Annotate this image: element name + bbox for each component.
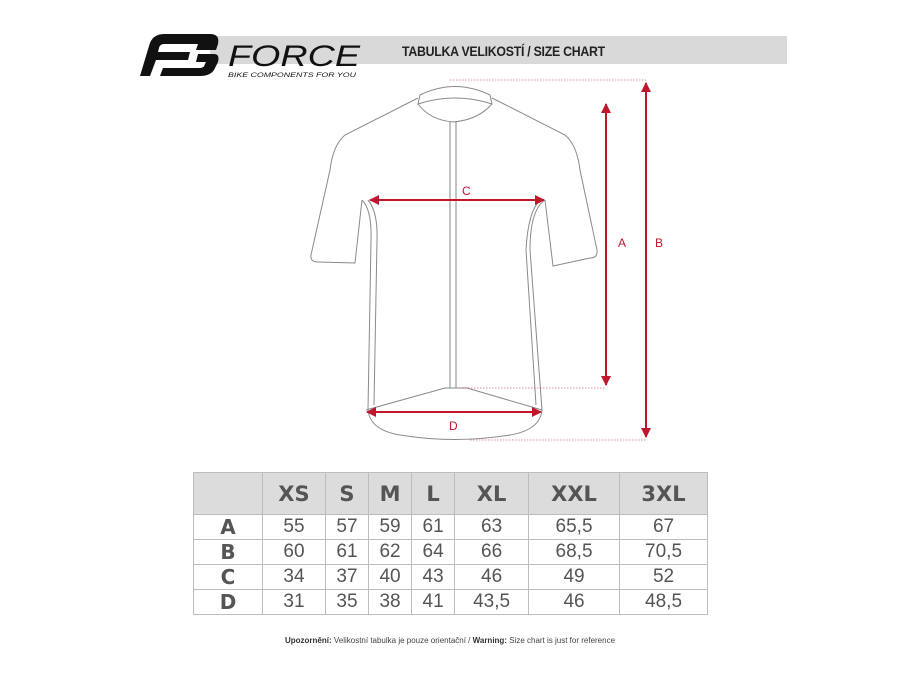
table-row: D 31 35 38 41 43,5 46 48,5 bbox=[193, 589, 708, 615]
table-row: B 60 61 62 64 66 68,5 70,5 bbox=[193, 539, 708, 565]
table-cell: 38 bbox=[367, 589, 413, 615]
table-cell: 49 bbox=[528, 564, 621, 590]
jersey-diagram: C D A B bbox=[310, 79, 663, 441]
size-header: 3XL bbox=[619, 472, 708, 515]
table-row: C 34 37 40 43 46 49 52 bbox=[193, 564, 708, 590]
size-header: XXL bbox=[528, 472, 621, 515]
header-bar bbox=[210, 36, 787, 64]
table-cell: 68,5 bbox=[528, 539, 621, 565]
table-cell: 34 bbox=[262, 564, 326, 590]
row-label: C bbox=[193, 564, 263, 590]
page-title: TABULKA VELIKOSTÍ / SIZE CHART bbox=[402, 43, 605, 59]
table-cell: 62 bbox=[367, 539, 413, 565]
table-header-row: XS S M L XL XXL 3XL bbox=[193, 472, 708, 515]
table-cell: 63 bbox=[454, 514, 530, 540]
table-cell: 40 bbox=[367, 564, 413, 590]
table-cell: 61 bbox=[411, 514, 456, 540]
table-cell: 55 bbox=[262, 514, 326, 540]
table-cell: 43 bbox=[411, 564, 456, 590]
table-cell: 60 bbox=[262, 539, 326, 565]
size-header: M bbox=[367, 472, 413, 515]
brand-name: FORCE bbox=[228, 40, 361, 73]
row-label: D bbox=[193, 589, 263, 615]
warning-en-label: Warning: bbox=[472, 636, 507, 645]
warning-cz-text: Velikostní tabulka je pouze orientační / bbox=[331, 636, 473, 645]
jersey-outline bbox=[310, 86, 598, 440]
warning-cz-label: Upozornění: bbox=[284, 636, 332, 645]
table-cell: 61 bbox=[324, 539, 369, 565]
label-d: D bbox=[449, 419, 458, 433]
warning-en-text: Size chart is just for reference bbox=[506, 636, 616, 645]
size-header: XL bbox=[454, 472, 530, 515]
footer-warning: Upozornění: Velikostní tabulka je pouze … bbox=[0, 636, 900, 645]
table-cell: 65,5 bbox=[528, 514, 621, 540]
table-row: A 55 57 59 61 63 65,5 67 bbox=[193, 514, 708, 540]
force-logo: FORCE BIKE COMPONENTS FOR YOU bbox=[140, 34, 361, 79]
table-cell: 67 bbox=[619, 514, 708, 540]
label-b: B bbox=[655, 236, 663, 250]
size-header: L bbox=[411, 472, 456, 515]
table-cell: 43,5 bbox=[454, 589, 530, 615]
table-cell: 37 bbox=[324, 564, 369, 590]
table-cell: 70,5 bbox=[619, 539, 708, 565]
brand-tagline: BIKE COMPONENTS FOR YOU bbox=[228, 72, 356, 79]
table-cell: 31 bbox=[262, 589, 326, 615]
label-a: A bbox=[618, 236, 626, 250]
table-cell: 52 bbox=[619, 564, 708, 590]
table-cell: 66 bbox=[454, 539, 530, 565]
table-cell: 35 bbox=[324, 589, 369, 615]
table-cell: 64 bbox=[411, 539, 456, 565]
size-header: S bbox=[324, 472, 369, 515]
label-c: C bbox=[462, 184, 471, 198]
table-cell: 46 bbox=[454, 564, 530, 590]
table-cell: 41 bbox=[411, 589, 456, 615]
row-label: A bbox=[193, 514, 263, 540]
size-header: XS bbox=[262, 472, 326, 515]
corner-cell bbox=[193, 472, 263, 515]
table-cell: 57 bbox=[324, 514, 369, 540]
table-cell: 46 bbox=[528, 589, 621, 615]
table-cell: 48,5 bbox=[619, 589, 708, 615]
table-cell: 59 bbox=[367, 514, 413, 540]
row-label: B bbox=[193, 539, 263, 565]
